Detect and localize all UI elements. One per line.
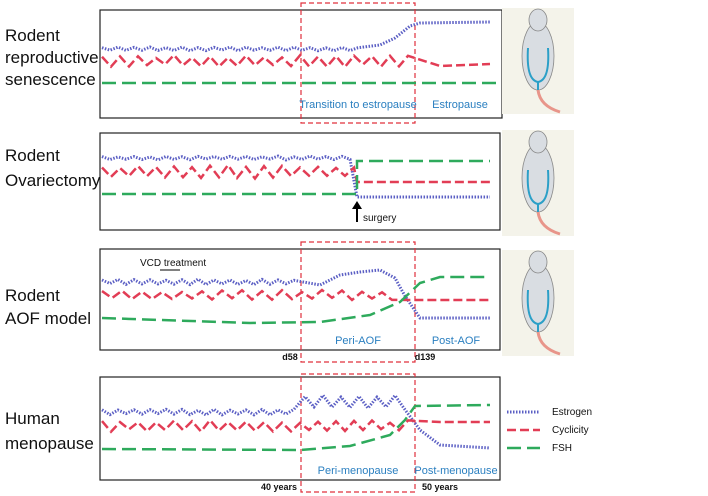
phase-label: Peri-AOF [335,335,381,347]
time-label: d139 [415,352,436,362]
panel-frame [99,132,501,231]
rat-tail [536,89,561,114]
fsh-curve [101,403,491,452]
rat-tail [536,331,561,356]
est-curve [101,268,490,320]
phase-label: Post-AOF [432,335,481,347]
phase-label: Transition to estropause [299,99,417,111]
phase-label: Post-menopause [414,465,497,477]
panel-label: reproductive [5,48,99,67]
treatment-label: VCD treatment [140,258,206,269]
legend-label: FSH [552,443,572,454]
highlight-box [300,241,416,363]
fsh-curve [102,159,490,196]
panel-label: Rodent [5,286,60,305]
cyc-curve [101,53,491,69]
panel-frame [99,376,501,481]
time-label: 50 years [422,482,458,492]
fsh-curve [101,275,490,325]
highlight-box [300,2,416,124]
time-label: 40 years [261,482,297,492]
panel-label: AOF model [5,309,91,328]
legend-label: Cyclicity [552,425,589,436]
panel-label: Rodent [5,26,60,45]
panel-label: Human [5,409,60,428]
time-label: d58 [282,352,298,362]
cyc-curve [101,418,490,434]
panel-label: Rodent [5,146,60,165]
surgery-arrowhead [352,201,362,209]
cyc-curve [101,162,490,184]
rat-head [528,250,548,274]
cyc-curve [101,288,490,302]
rat-head [528,130,548,154]
event-label: surgery [363,213,396,224]
phase-label: Estropause [432,99,488,111]
phase-label: Peri-menopause [318,465,399,477]
rat-tail [536,211,561,236]
panel-label: menopause [5,434,94,453]
panel-label: senescence [5,70,96,89]
panel-label: Ovariectomy [5,171,101,190]
rat-head [528,8,548,32]
est-curve [101,392,491,450]
highlight-box [300,373,416,493]
est-curve [101,20,491,53]
panel-frame [99,248,501,351]
est-curve [101,154,490,199]
legend-label: Estrogen [552,407,592,418]
